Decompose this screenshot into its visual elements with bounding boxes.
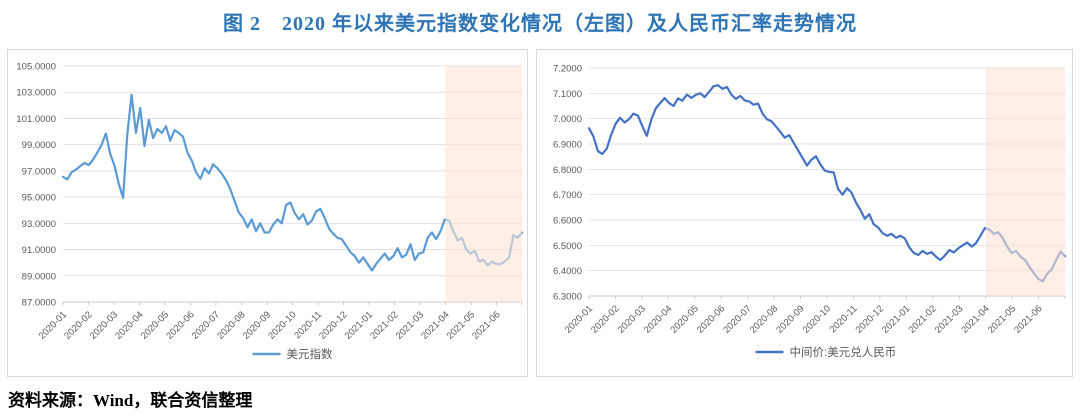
y-axis-label: 91.0000 bbox=[22, 245, 56, 256]
y-axis-label: 6.7000 bbox=[553, 190, 582, 201]
x-axis-label: 2020-12 bbox=[854, 303, 886, 335]
x-axis-label: 2021-06 bbox=[1012, 303, 1044, 335]
usd-index-plot: 105.0000 103.0000 101.0000 99.0000 97.0000 95… bbox=[16, 62, 524, 361]
x-axis-label: 2020-09 bbox=[774, 303, 806, 335]
x-axis-label: 2021-06 bbox=[470, 309, 502, 341]
y-axis-label: 7.2000 bbox=[553, 64, 582, 75]
y-axis-label: 6.3000 bbox=[553, 292, 582, 303]
usd-index-chart: 105.0000 103.0000 101.0000 99.0000 97.0000 95… bbox=[7, 49, 528, 377]
x-axis-label: 2021-02 bbox=[906, 303, 938, 335]
x-axis-label: 2020-04 bbox=[642, 303, 674, 335]
y-axis-label: 6.9000 bbox=[553, 140, 582, 151]
x-axis-label: 2020-02 bbox=[589, 303, 621, 335]
y-axis-label: 6.5000 bbox=[553, 241, 582, 252]
highlight-region bbox=[985, 68, 1065, 296]
x-axis-label: 2021-05 bbox=[986, 303, 1018, 335]
legend-label: 中间价:美元兑人民币 bbox=[790, 345, 897, 359]
y-axis-label: 93.0000 bbox=[22, 219, 56, 230]
y-axis-label: 7.1000 bbox=[553, 89, 582, 100]
y-axis-label: 99.0000 bbox=[22, 140, 56, 151]
usd-cny-central-parity-series-line bbox=[587, 84, 1067, 283]
figure-title: 图 2 2020 年以来美元指数变化情况（左图）及人民币汇率走势情况 bbox=[223, 13, 857, 35]
y-axis-label: 87.0000 bbox=[22, 298, 56, 309]
y-axis-label: 6.4000 bbox=[553, 266, 582, 277]
highlight-region bbox=[445, 66, 522, 302]
source-note: 资料来源：Wind，联合资信整理 bbox=[8, 391, 253, 410]
y-axis-label: 105.0000 bbox=[16, 62, 56, 73]
usd-cny-rate-chart: 7.2000 7.1000 7.0000 6.9000 6.8000 6.7000 6.60… bbox=[536, 49, 1073, 377]
x-axis-label: 2020-07 bbox=[721, 303, 753, 335]
y-axis-label: 103.0000 bbox=[16, 88, 56, 99]
usd-cny-central-parity-plot: 7.2000 7.1000 7.0000 6.9000 6.8000 6.7000 6.60… bbox=[553, 64, 1067, 359]
y-axis-label: 97.0000 bbox=[22, 166, 56, 177]
y-axis-label: 6.8000 bbox=[553, 165, 582, 176]
x-axis-label: 2021-03 bbox=[933, 303, 965, 335]
y-axis-label: 95.0000 bbox=[22, 193, 56, 204]
y-axis-label: 6.6000 bbox=[553, 216, 582, 227]
x-axis-label: 2020-03 bbox=[616, 303, 648, 335]
x-axis-label: 2021-04 bbox=[959, 303, 991, 335]
x-axis-label: 2020-08 bbox=[748, 303, 780, 335]
y-axis-label: 7.0000 bbox=[553, 114, 582, 125]
x-axis-label: 2020-01 bbox=[563, 303, 595, 335]
x-axis-label: 2021-01 bbox=[880, 303, 912, 335]
y-axis-label: 101.0000 bbox=[16, 114, 56, 125]
x-axis-label: 2020-06 bbox=[695, 303, 727, 335]
x-axis-label: 2020-10 bbox=[801, 303, 833, 335]
x-axis-label: 2020-10 bbox=[266, 309, 298, 341]
y-axis-label: 89.0000 bbox=[22, 271, 56, 282]
charts-row: 105.0000 103.0000 101.0000 99.0000 97.0000 95… bbox=[0, 49, 1080, 377]
x-axis-label: 2020-05 bbox=[668, 303, 700, 335]
legend-label: 美元指数 bbox=[287, 347, 333, 361]
